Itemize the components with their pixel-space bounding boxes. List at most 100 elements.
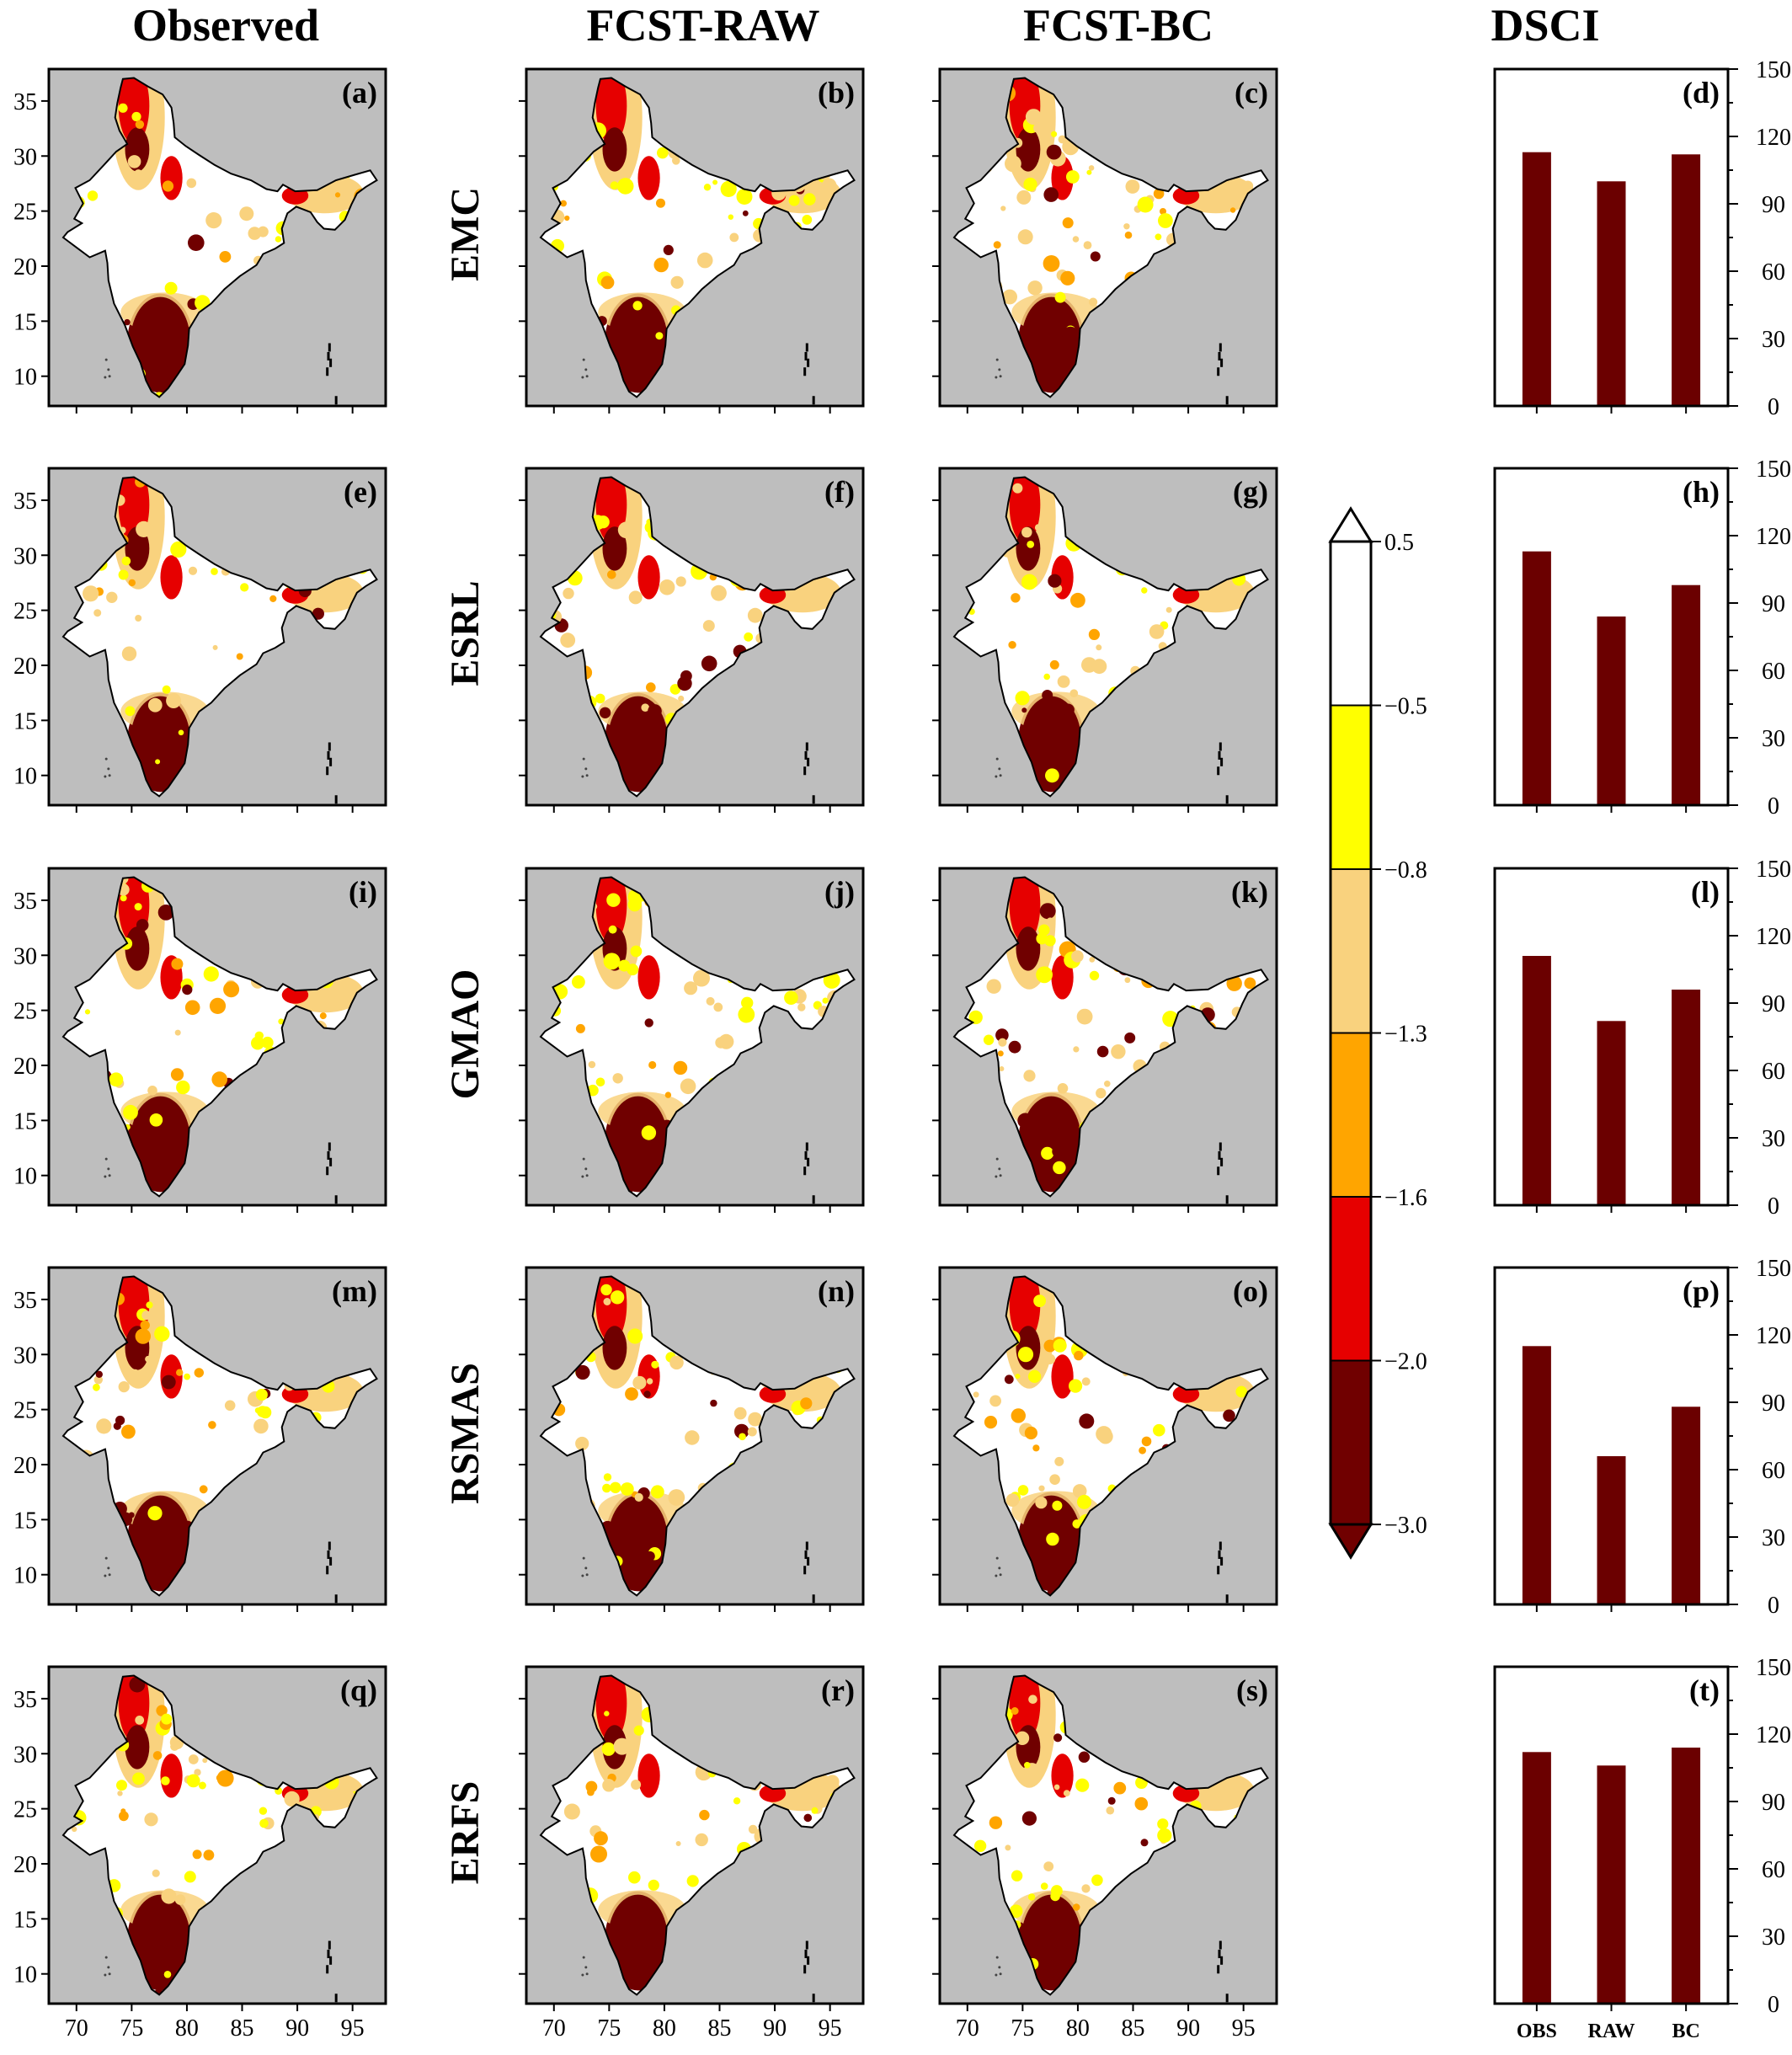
drought-speckle (610, 181, 619, 190)
drought-speckle (1057, 1083, 1069, 1094)
drought-speckle (803, 1813, 813, 1823)
drought-speckle (1072, 236, 1080, 243)
lakshadweep-islands (995, 1956, 999, 1959)
drought-speckle (174, 1029, 181, 1036)
drought-speckle (604, 1711, 610, 1716)
drought-speckle (1016, 189, 1032, 205)
drought-speckle (312, 607, 324, 620)
drought-speckle (1155, 233, 1162, 241)
drought-region (608, 696, 668, 785)
map-frame (525, 1665, 865, 2005)
drought-speckle (192, 1850, 202, 1860)
drought-speckle (117, 1791, 123, 1796)
drought-speckle (563, 1803, 580, 1820)
andaman-islands (327, 750, 330, 760)
drought-speckle (1153, 188, 1165, 200)
andaman-islands (1219, 1541, 1222, 1551)
drought-speckle (184, 1000, 200, 1016)
drought-speckle (575, 1436, 589, 1451)
y-tick-label: 30 (1762, 327, 1785, 353)
lakshadweep-islands (107, 1567, 110, 1570)
drought-speckle (628, 1871, 641, 1884)
row-label-gmao: GMAO (443, 969, 488, 1100)
row-label-esrl: ESRL (443, 580, 488, 686)
colorbar-segment (1330, 541, 1372, 707)
panel-label: (o) (1233, 1274, 1268, 1308)
lakshadweep-islands (107, 368, 110, 371)
drought-speckle (131, 111, 141, 122)
drought-speckle (1011, 1870, 1023, 1882)
drought-region (125, 1725, 150, 1769)
y-tick-label: 120 (1756, 125, 1791, 151)
lon-tick-label: 85 (708, 2015, 732, 2042)
drought-speckle (1021, 1811, 1037, 1826)
drought-speckle (1005, 1493, 1020, 1508)
y-tick-label: 150 (1756, 857, 1791, 883)
india-outline (539, 876, 856, 1198)
drought-speckle (986, 979, 1001, 994)
lat-tick-label: 20 (13, 1054, 37, 1080)
drought-speckle (123, 1104, 138, 1120)
colorbar-segment (1330, 868, 1372, 1034)
map-frame (47, 67, 387, 408)
lakshadweep-islands (104, 1956, 108, 1959)
drought-speckle (209, 997, 227, 1014)
y-tick-label: 150 (1756, 57, 1791, 83)
lat-tick-label: 10 (13, 1563, 37, 1589)
dsci-bar-chart: 0 30 60 90 120 150 (d) (1493, 57, 1791, 420)
drought-speckle (1034, 524, 1043, 531)
drought-speckle (1057, 675, 1070, 688)
drought-speckle (334, 1386, 348, 1400)
andaman-islands (329, 757, 333, 766)
lat-tick-label: 25 (13, 200, 37, 226)
drought-speckle (216, 1769, 234, 1787)
drought-speckle (787, 1789, 797, 1799)
map-panel: (r) 70 75 80 85 90 95 (519, 1665, 865, 2042)
y-tick-label: 90 (1762, 1790, 1785, 1816)
drought-speckle (648, 1506, 659, 1518)
drought-speckle (306, 1398, 317, 1411)
lat-tick-label: 15 (13, 708, 37, 734)
andaman-islands (1218, 351, 1221, 360)
lat-tick-label: 20 (13, 1852, 37, 1878)
panel-label: (m) (332, 1274, 377, 1308)
drought-speckle (1012, 483, 1023, 494)
drought-speckle (1039, 903, 1056, 920)
drought-speckle (1045, 768, 1059, 783)
dsci-bar-obs (1522, 1752, 1551, 2004)
drought-speckle (1024, 1426, 1037, 1440)
andaman-islands (1225, 1994, 1229, 2003)
row-label-rsmas: RSMAS (443, 1363, 488, 1504)
lakshadweep-islands (585, 375, 589, 378)
panel-label: (s) (1236, 1673, 1268, 1707)
india-outline (539, 1674, 856, 1996)
andaman-islands (328, 1541, 331, 1551)
drought-region (1016, 526, 1041, 571)
drought-speckle (334, 192, 341, 198)
drought-speckle (157, 905, 174, 921)
drought-speckle (1049, 1474, 1060, 1485)
drought-region (160, 555, 183, 600)
dsci-bar-panels: 0 30 60 90 120 150 (d) 0 30 60 90 120 150 (h) 0 30 60 90 1… (1493, 57, 1791, 2042)
drought-speckle (1028, 1369, 1042, 1383)
panel-label: (j) (824, 875, 855, 909)
drought-speckle (1076, 1008, 1093, 1025)
map-frame (525, 467, 865, 807)
drought-speckle (1054, 291, 1066, 303)
lakshadweep-islands (581, 1574, 584, 1577)
drought-speckle (164, 281, 178, 295)
drought-region (602, 127, 627, 172)
drought-speckle (747, 1427, 757, 1437)
drought-speckle (973, 1839, 987, 1852)
drought-speckle (669, 684, 681, 695)
panel-label: (c) (1235, 76, 1268, 109)
lakshadweep-islands (999, 1972, 1002, 1976)
drought-speckle (135, 1716, 145, 1725)
lon-tick-label: 70 (65, 2015, 88, 2042)
drought-speckle (627, 963, 639, 976)
panel-label: (i) (349, 875, 377, 909)
drought-speckle (1124, 1032, 1136, 1044)
drought-speckle (1223, 1409, 1235, 1422)
drought-speckle (1053, 1338, 1067, 1353)
andaman-islands (1218, 1550, 1221, 1559)
